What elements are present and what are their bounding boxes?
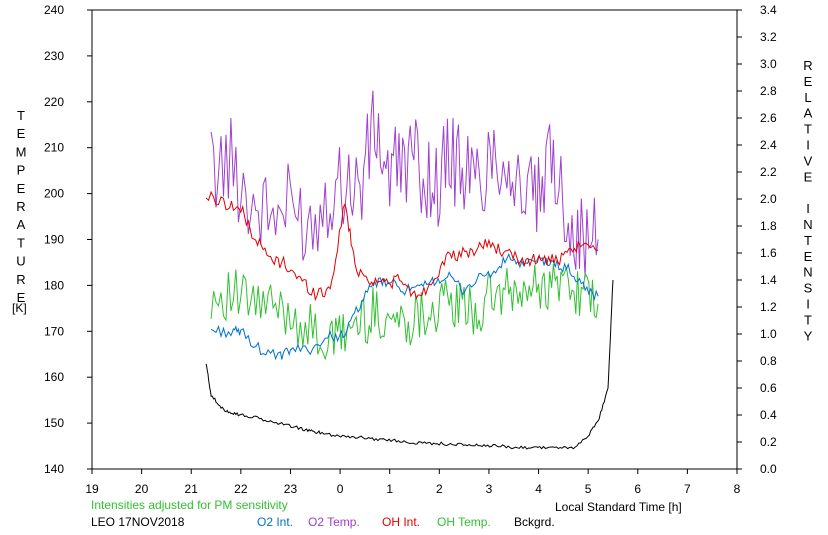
right-tick-label: 1.0 (760, 327, 777, 341)
left-label-letter: E (17, 126, 26, 141)
left-tick-label: 170 (44, 324, 64, 338)
right-tick-label: 0.6 (760, 381, 777, 395)
left-tick-label: 150 (44, 416, 64, 430)
left-label-letter: T (17, 235, 25, 250)
series-line-oh-int (205, 190, 599, 302)
right-tick-label: 1.6 (760, 246, 777, 260)
left-axis-unit: [K] (12, 301, 27, 315)
right-label-letter: I (806, 138, 810, 153)
series-line-o2-int (210, 252, 599, 361)
right-label-letter: Y (804, 328, 813, 343)
legend-oh-int: OH Int. (382, 515, 420, 529)
x-tick-label: 4 (535, 482, 542, 496)
left-axis: 140 150 160 170 180 190 200 210 220 230 240 (44, 3, 92, 476)
right-tick-label: 2.8 (760, 84, 777, 98)
right-tick-label: 1.4 (760, 273, 777, 287)
right-tick-label: 0.0 (760, 462, 777, 476)
legend-oh-temp: OH Temp. (437, 515, 491, 529)
right-label-letter: E (804, 74, 813, 89)
left-tick-label: 140 (44, 462, 64, 476)
legend-o2-temp: O2 Temp. (308, 515, 360, 529)
left-label-letter: R (16, 199, 25, 214)
right-tick-label: 3.2 (760, 30, 777, 44)
x-tick-label: 1 (386, 482, 393, 496)
right-tick-label: 2.2 (760, 165, 777, 179)
x-tick-label: 6 (634, 482, 641, 496)
x-tick-label: 7 (684, 482, 691, 496)
left-tick-label: 190 (44, 233, 64, 247)
plot-frame (91, 9, 738, 470)
legend-bckgrd: Bckgrd. (514, 515, 555, 529)
series-line-o2-temp (210, 90, 599, 278)
right-tick-label: 0.4 (760, 408, 777, 422)
x-tick-label: 3 (486, 482, 493, 496)
right-label-letter: L (804, 90, 811, 105)
right-tick-label: 0.8 (760, 354, 777, 368)
x-tick-label: 20 (135, 482, 149, 496)
right-label-letter: N (803, 265, 812, 280)
right-label-letter: T (804, 122, 812, 137)
right-label-letter: V (804, 153, 813, 168)
left-label-letter: E (17, 290, 26, 305)
right-label-letter: I (806, 201, 810, 216)
left-tick-label: 230 (44, 49, 64, 63)
right-label-letter: T (804, 312, 812, 327)
x-tick-label: 22 (234, 482, 248, 496)
right-label-letter: R (803, 58, 812, 73)
left-tick-label: 200 (44, 187, 64, 201)
plot-border (91, 9, 738, 470)
x-tick-label: 21 (185, 482, 199, 496)
left-label-letter: P (17, 163, 26, 178)
right-label-letter: S (804, 281, 813, 296)
series-line-oh-temp (210, 263, 599, 361)
left-label-letter: A (17, 217, 26, 232)
x-axis-label: Local Standard Time [h] (555, 500, 682, 514)
x-tick-label: 0 (337, 482, 344, 496)
series-line-bckgrd (205, 279, 614, 450)
left-label-letter: U (16, 254, 25, 269)
left-tick-label: 210 (44, 141, 64, 155)
left-label-letter: R (16, 272, 25, 287)
legend-o2-int: O2 Int. (257, 515, 293, 529)
x-tick-label: 23 (284, 482, 298, 496)
left-tick-label: 220 (44, 95, 64, 109)
right-label-letter: T (804, 233, 812, 248)
x-tick-label: 19 (85, 482, 99, 496)
left-tick-label: 180 (44, 278, 64, 292)
right-tick-label: 1.8 (760, 219, 777, 233)
x-tick-label: 2 (436, 482, 443, 496)
right-label-letter: I (806, 297, 810, 312)
right-label-letter: N (803, 217, 812, 232)
left-label-letter: E (17, 181, 26, 196)
right-tick-label: 2.6 (760, 111, 777, 125)
right-tick-label: 0.2 (760, 435, 777, 449)
right-tick-label: 2.4 (760, 138, 777, 152)
right-tick-label: 3.0 (760, 57, 777, 71)
sensitivity-note: Intensities adjusted for PM sensitivity (91, 498, 288, 512)
right-tick-label: 2.0 (760, 192, 777, 206)
right-label-letter: A (804, 106, 813, 121)
left-tick-label: 240 (44, 3, 64, 17)
station-label: LEO 17NOV2018 (91, 515, 185, 529)
series-layer (205, 90, 614, 450)
right-label-letter: E (804, 249, 813, 264)
right-axis: 0.0 0.2 0.4 0.6 0.8 1.0 1.2 1.4 1.6 1.8 2.0 2.2 2.4 2… (737, 3, 777, 476)
right-tick-label: 1.2 (760, 300, 777, 314)
right-label-letter: E (804, 169, 813, 184)
x-tick-label: 5 (585, 482, 592, 496)
x-tick-label: 8 (734, 482, 741, 496)
x-axis: 19 20 21 22 23 0 1 2 3 4 5 6 7 8 (85, 469, 741, 496)
left-label-letter: M (16, 144, 27, 159)
right-tick-label: 3.4 (760, 3, 777, 17)
left-tick-label: 160 (44, 370, 64, 384)
left-label-letter: T (17, 108, 25, 123)
